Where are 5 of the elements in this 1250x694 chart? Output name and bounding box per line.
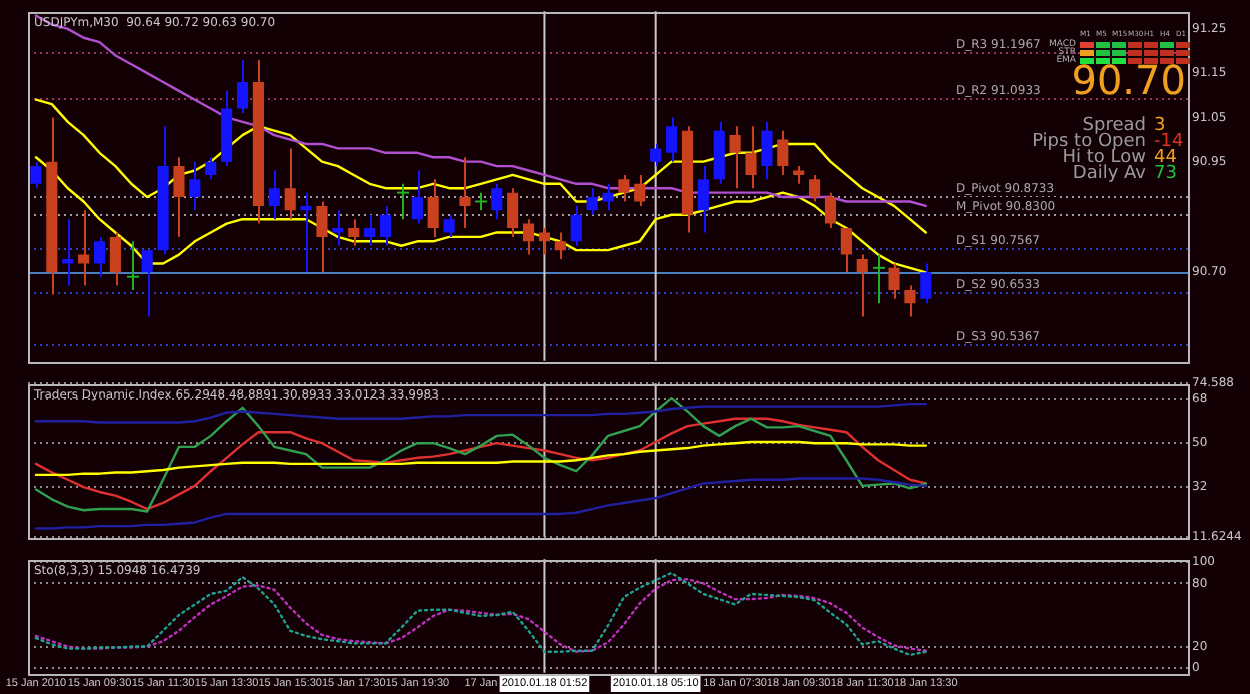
annotation: 3: [1154, 116, 1166, 136]
annotation: Daily Av: [1072, 164, 1146, 184]
annotation: 73: [1154, 164, 1177, 184]
annotation: -14: [1154, 132, 1184, 152]
annotation: Spread: [1082, 116, 1146, 136]
